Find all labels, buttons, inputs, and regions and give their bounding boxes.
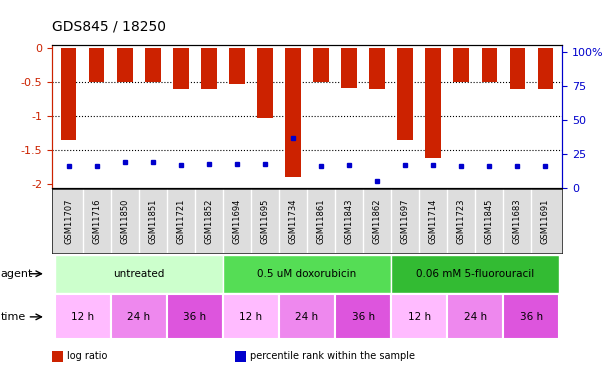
Text: GSM11691: GSM11691 xyxy=(541,199,550,244)
Bar xyxy=(342,48,357,88)
Text: time: time xyxy=(1,312,26,322)
Text: 24 h: 24 h xyxy=(464,312,487,322)
Bar xyxy=(223,294,279,339)
Bar xyxy=(89,48,104,82)
Bar xyxy=(61,48,76,140)
Text: GSM11721: GSM11721 xyxy=(177,199,185,244)
Text: GSM11851: GSM11851 xyxy=(148,199,158,244)
Bar xyxy=(55,255,223,292)
Bar xyxy=(370,48,385,89)
Text: log ratio: log ratio xyxy=(67,351,107,361)
Text: GSM11845: GSM11845 xyxy=(485,199,494,244)
Bar xyxy=(391,255,559,292)
Text: GSM11734: GSM11734 xyxy=(288,198,298,244)
Text: GSM11697: GSM11697 xyxy=(401,198,409,244)
Text: GSM11716: GSM11716 xyxy=(92,198,101,244)
Bar xyxy=(173,48,189,89)
Bar xyxy=(503,294,559,339)
Text: GSM11843: GSM11843 xyxy=(345,198,354,244)
Text: agent: agent xyxy=(1,269,33,279)
Text: GSM11861: GSM11861 xyxy=(316,198,326,244)
Bar xyxy=(538,48,553,89)
Bar xyxy=(111,294,167,339)
Text: GSM11707: GSM11707 xyxy=(64,198,73,244)
Text: GSM11714: GSM11714 xyxy=(429,199,437,244)
Bar xyxy=(229,48,244,84)
Bar xyxy=(285,48,301,177)
Text: 24 h: 24 h xyxy=(127,312,150,322)
Bar xyxy=(145,48,161,82)
Bar xyxy=(447,294,503,339)
Text: 24 h: 24 h xyxy=(296,312,318,322)
Text: GDS845 / 18250: GDS845 / 18250 xyxy=(52,20,166,34)
Bar xyxy=(223,255,391,292)
Bar xyxy=(167,294,223,339)
Bar xyxy=(55,294,111,339)
Text: GSM11850: GSM11850 xyxy=(120,199,130,244)
Text: 36 h: 36 h xyxy=(520,312,543,322)
Text: 36 h: 36 h xyxy=(183,312,207,322)
Bar xyxy=(117,48,133,82)
Text: GSM11695: GSM11695 xyxy=(260,199,269,244)
Text: 12 h: 12 h xyxy=(71,312,94,322)
Bar xyxy=(391,294,447,339)
Text: GSM11852: GSM11852 xyxy=(205,199,213,244)
Text: GSM11862: GSM11862 xyxy=(373,198,382,244)
Bar xyxy=(453,48,469,82)
Bar xyxy=(510,48,525,89)
Bar xyxy=(425,48,441,158)
Text: GSM11723: GSM11723 xyxy=(456,198,466,244)
Bar xyxy=(52,351,63,362)
Text: 12 h: 12 h xyxy=(240,312,263,322)
Bar xyxy=(313,48,329,82)
Bar xyxy=(235,351,246,362)
Text: untreated: untreated xyxy=(113,269,164,279)
Bar xyxy=(481,48,497,82)
Text: GSM11683: GSM11683 xyxy=(513,198,522,244)
Bar xyxy=(279,294,335,339)
Text: 0.06 mM 5-fluorouracil: 0.06 mM 5-fluorouracil xyxy=(416,269,535,279)
Text: 0.5 uM doxorubicin: 0.5 uM doxorubicin xyxy=(257,269,357,279)
Bar xyxy=(397,48,413,140)
Text: percentile rank within the sample: percentile rank within the sample xyxy=(250,351,415,361)
Bar xyxy=(201,48,217,89)
Text: 12 h: 12 h xyxy=(408,312,431,322)
Text: GSM11694: GSM11694 xyxy=(232,199,241,244)
Bar xyxy=(257,48,273,118)
Bar xyxy=(335,294,391,339)
Text: 36 h: 36 h xyxy=(351,312,375,322)
